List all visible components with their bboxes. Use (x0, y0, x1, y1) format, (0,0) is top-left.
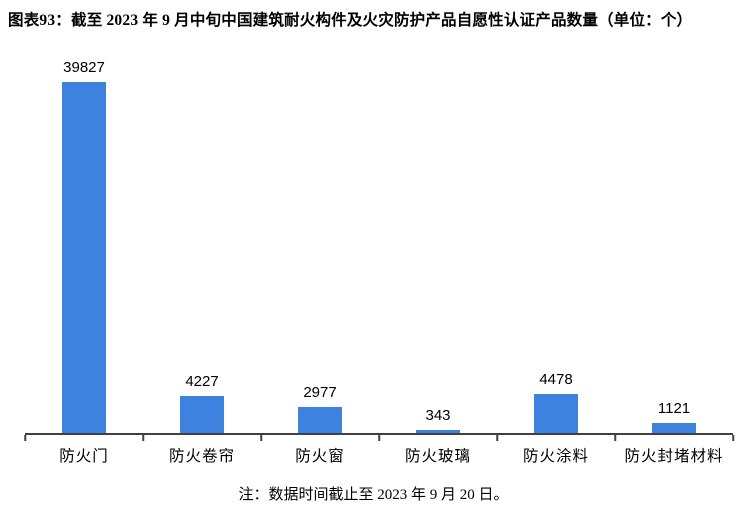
x-axis-label: 防火涂料 (522, 448, 589, 465)
bar: 343 (416, 407, 460, 433)
bar-value-label: 39827 (63, 59, 105, 76)
bar: 1121 (652, 400, 696, 433)
bar-value-label: 4227 (185, 372, 219, 390)
x-axis-label: 防火卷帘 (168, 448, 235, 465)
bar-value-label: 2977 (303, 383, 337, 401)
axis-tick (260, 435, 262, 441)
axis-tick (732, 435, 734, 441)
bar: 4478 (534, 371, 578, 433)
x-axis-labels: 防火门 防火卷帘 防火窗 防火玻璃 防火涂料 防火封堵材料 (25, 444, 733, 466)
bar-value-label: 1121 (657, 400, 691, 418)
axis-tick (378, 435, 380, 441)
axis-tick (24, 435, 26, 441)
x-axis-label: 防火封堵材料 (624, 448, 724, 465)
bar: 39827 (62, 59, 106, 433)
axis-tick (496, 435, 498, 441)
bar-value-label: 4478 (539, 370, 573, 388)
bar-category: 39827 (25, 59, 143, 433)
axis-tick (614, 435, 616, 441)
chart-title: 图表93：截至 2023 年 9 月中旬中国建筑耐火构件及火灾防护产品自愿性认证… (8, 12, 693, 29)
x-axis-label: 防火门 (59, 448, 109, 465)
x-axis (24, 435, 734, 441)
x-axis-label: 防火玻璃 (404, 448, 471, 465)
chart-note: 注：数据时间截止至 2023 年 9 月 20 日。 (238, 487, 509, 503)
bar-category: 4227 (143, 82, 261, 433)
bar-category: 1121 (615, 82, 733, 433)
bar-value-label: 343 (425, 407, 451, 424)
axis-tick (142, 435, 144, 441)
bar-category: 4478 (497, 82, 615, 433)
plot-area: 39827 4227 2977 343 4478 1121 (25, 59, 733, 435)
bar-category: 2977 (261, 82, 379, 433)
bar: 4227 (180, 373, 224, 433)
bar: 2977 (298, 384, 342, 433)
x-axis-label: 防火窗 (295, 448, 345, 465)
bar-category: 343 (379, 82, 497, 433)
